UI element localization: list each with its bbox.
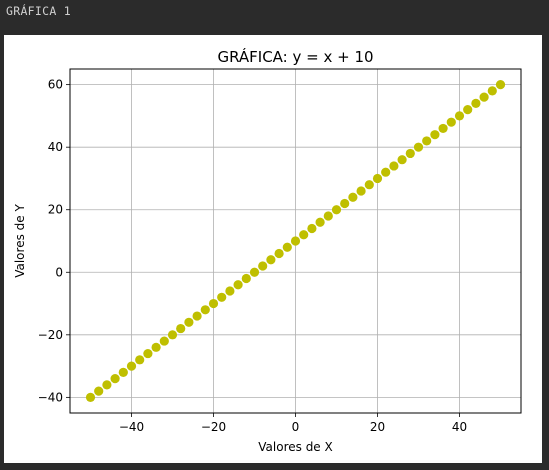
axis-ticks: −40 −20 0 20 40 −40 −20 0 20 40 60 [38,78,467,434]
y-tick-label: 20 [48,203,63,217]
figure-panel: −40 −20 0 20 40 −40 −20 0 20 40 60 GRÁFICA: y = x … [4,35,542,463]
y-tick-label: 40 [48,140,63,154]
data-point [488,86,497,95]
data-point [152,343,161,352]
data-point [234,280,243,289]
x-axis-label: Valores de X [258,440,332,454]
data-point [160,336,169,345]
data-point [340,199,349,208]
data-point [258,261,267,270]
y-tick-label: −20 [38,328,63,342]
x-tick-label: 20 [370,420,385,434]
data-point [406,149,415,158]
data-point [373,174,382,183]
data-point [324,211,333,220]
data-point [398,155,407,164]
data-point [307,224,316,233]
data-point [275,249,284,258]
data-point [94,387,103,396]
scatter-chart: −40 −20 0 20 40 −40 −20 0 20 40 60 GRÁFICA: y = x … [4,35,542,463]
data-point [291,236,300,245]
y-tick-label: 60 [48,78,63,92]
data-point [471,99,480,108]
x-tick-label: 40 [452,420,467,434]
x-tick-label: 0 [292,420,300,434]
y-tick-label: 0 [55,265,63,279]
data-point [217,293,226,302]
data-point [209,299,218,308]
data-point [463,105,472,114]
data-point [225,286,234,295]
data-point [332,205,341,214]
data-point [365,180,374,189]
data-point [242,274,251,283]
data-point [250,268,259,277]
data-point [143,349,152,358]
data-point [430,130,439,139]
data-point [439,124,448,133]
data-point [201,305,210,314]
data-point [414,143,423,152]
data-point [480,93,489,102]
data-point [455,111,464,120]
data-point [381,168,390,177]
data-point [168,330,177,339]
output-label: GRÁFICA 1 [6,4,71,18]
chart-title: GRÁFICA: y = x + 10 [217,47,373,66]
data-point [176,324,185,333]
data-point [496,80,505,89]
y-tick-label: −40 [38,390,63,404]
data-point [193,311,202,320]
data-point [102,380,111,389]
data-point [348,193,357,202]
data-point [389,161,398,170]
data-point [357,186,366,195]
data-point [299,230,308,239]
data-point [422,136,431,145]
data-point [184,318,193,327]
data-point [86,393,95,402]
x-tick-label: −20 [201,420,226,434]
data-point [316,218,325,227]
data-point [283,243,292,252]
y-axis-label: Valores de Y [13,204,27,278]
data-point [135,355,144,364]
data-point [266,255,275,264]
data-point [111,374,120,383]
data-point [119,368,128,377]
x-tick-label: −40 [119,420,144,434]
data-point [447,118,456,127]
data-point [127,361,136,370]
